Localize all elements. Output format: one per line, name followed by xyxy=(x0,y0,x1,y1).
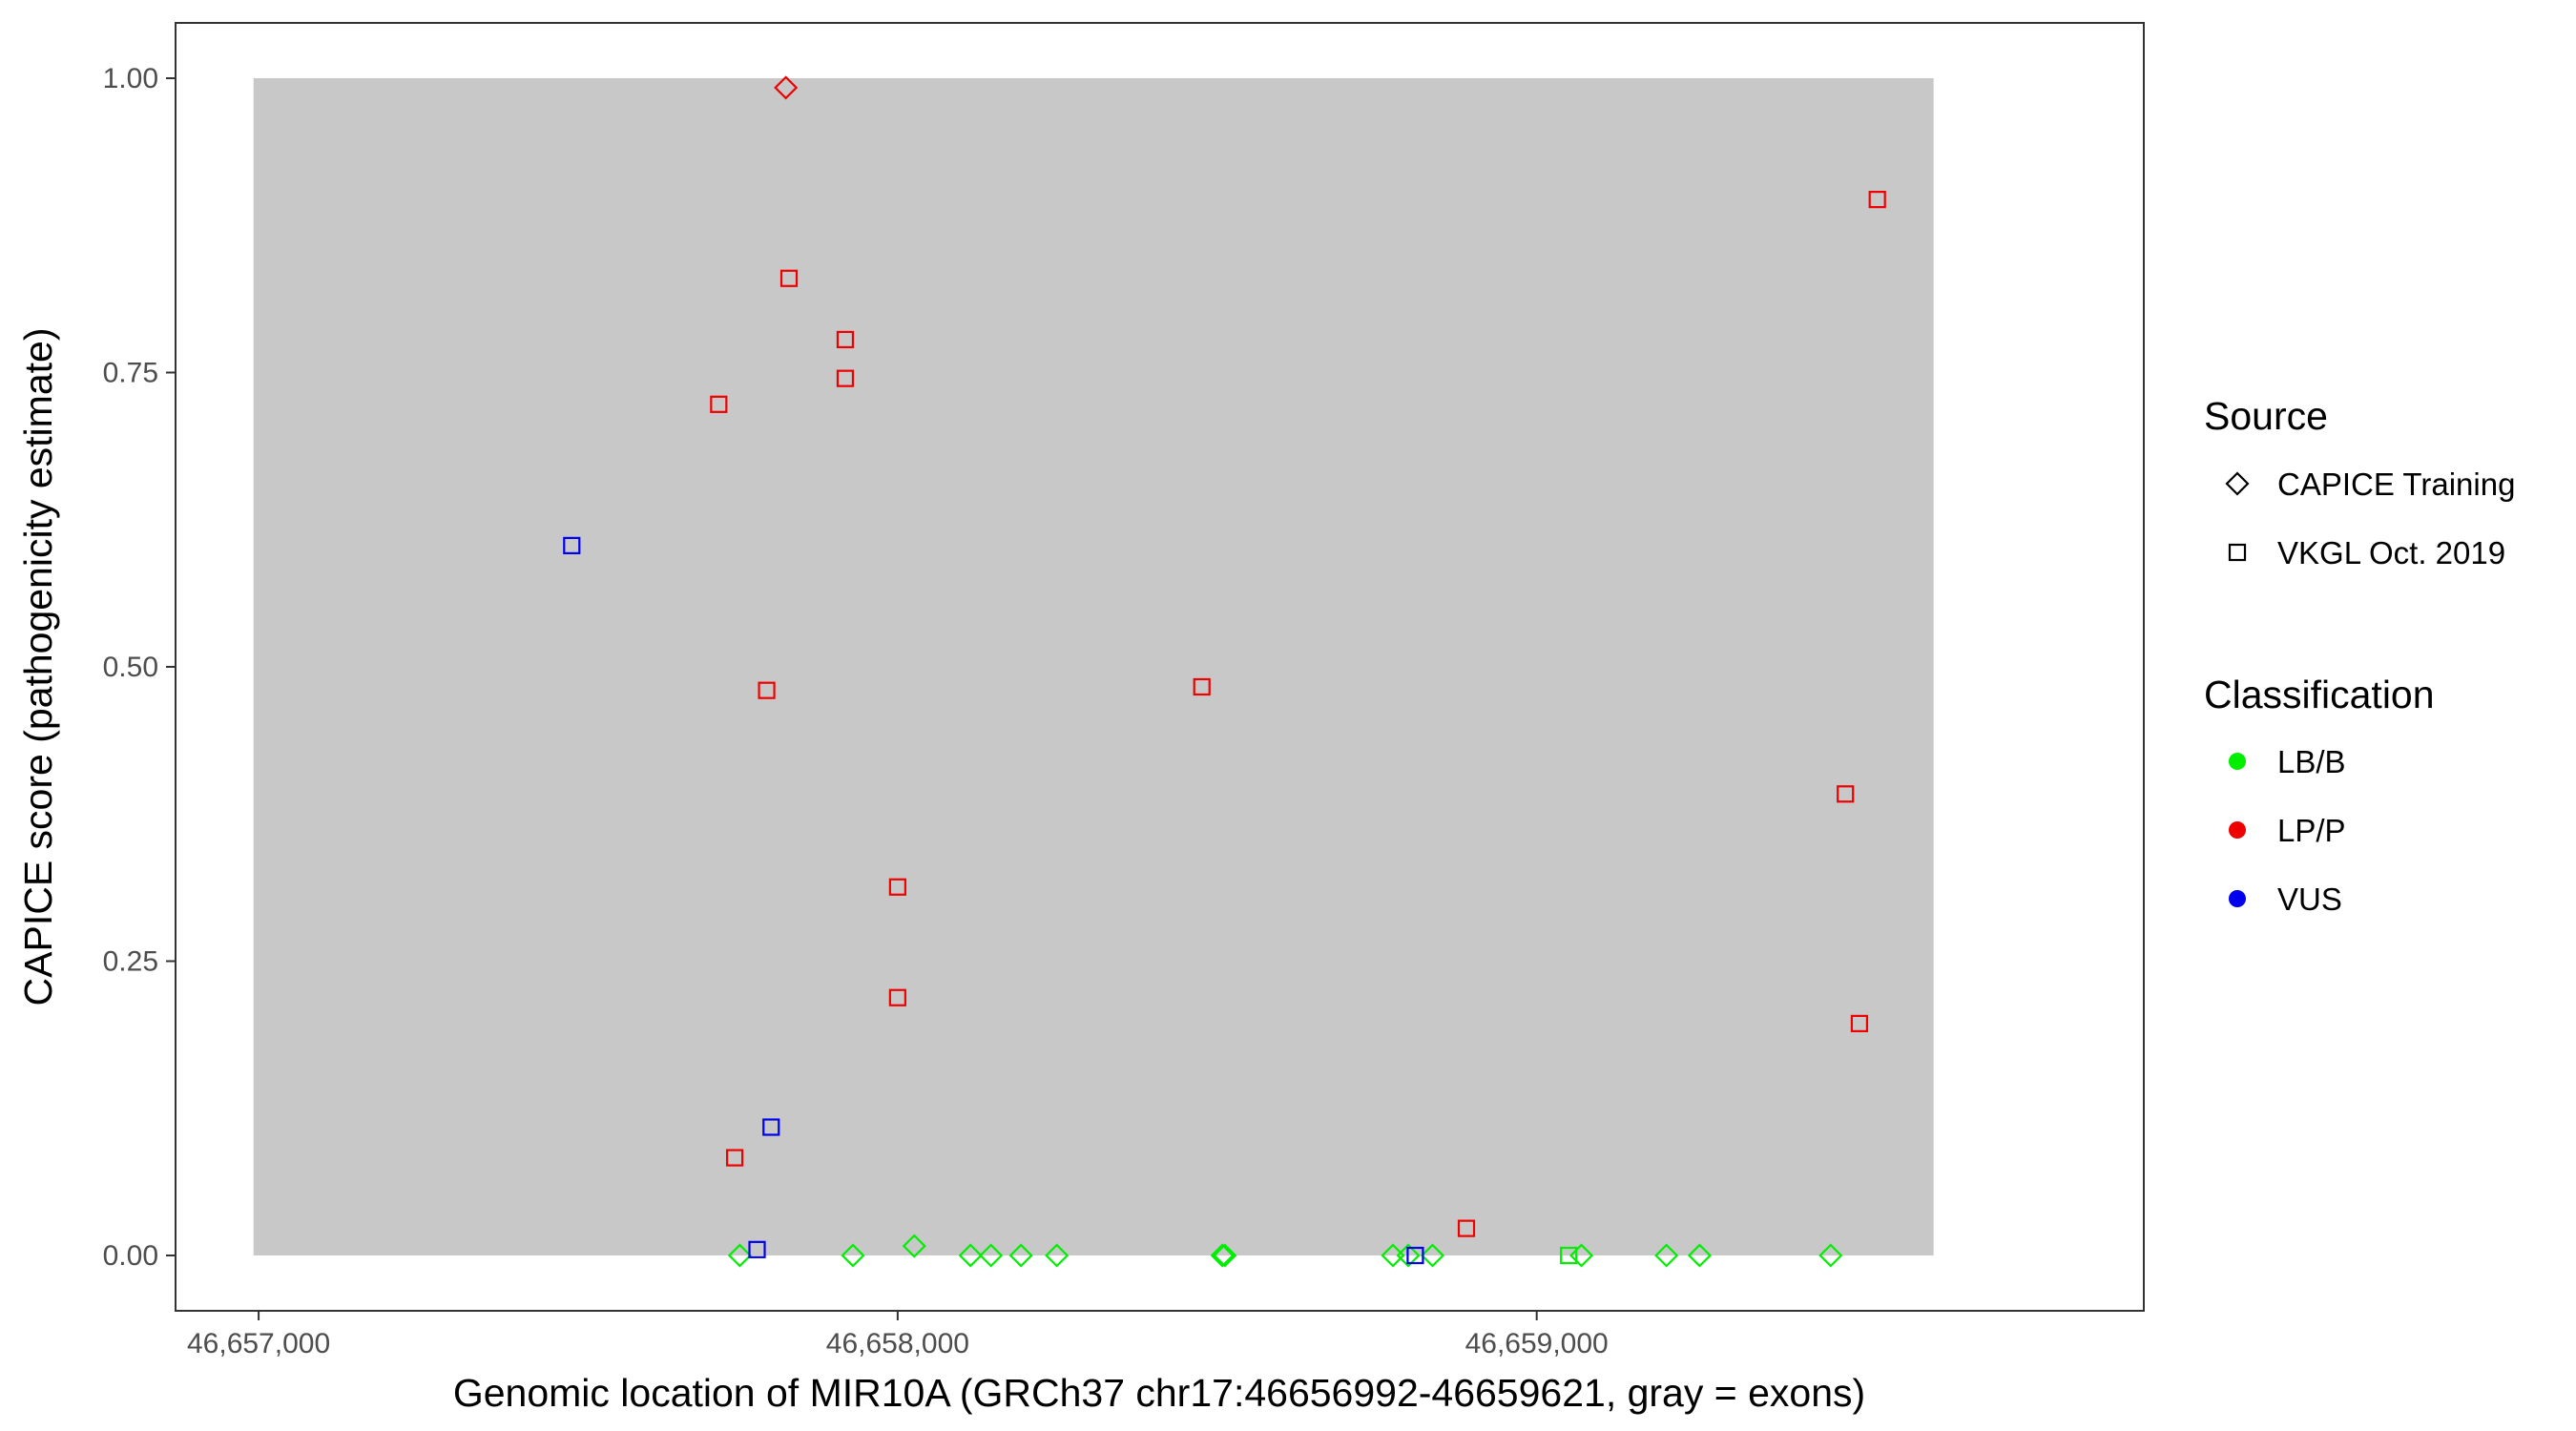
data-point xyxy=(1868,191,1886,209)
x-axis-title: Genomic location of MIR10A (GRCh37 chr17… xyxy=(453,1371,1865,1415)
x-tick-label: 46,657,000 xyxy=(187,1328,330,1359)
data-points xyxy=(563,75,1886,1268)
data-point xyxy=(958,1243,983,1268)
data-point xyxy=(888,988,906,1006)
data-point xyxy=(1396,1243,1421,1268)
legend-classification-label: LP/P xyxy=(2277,813,2346,848)
legend-classification-label: VUS xyxy=(2277,881,2342,917)
data-point xyxy=(888,878,906,896)
data-point xyxy=(748,1240,766,1258)
legend-classification-title: Classification xyxy=(2204,673,2435,716)
legend-classification-label: LB/B xyxy=(2277,744,2346,779)
x-tick-label: 46,659,000 xyxy=(1465,1328,1609,1359)
y-tick-label: 0.75 xyxy=(103,357,158,388)
data-point xyxy=(902,1234,926,1258)
legend-source-title: Source xyxy=(2204,394,2328,438)
data-point xyxy=(779,269,799,287)
data-point xyxy=(1420,1243,1445,1268)
y-axis-title: CAPICE score (pathogenicity estimate) xyxy=(16,328,60,1006)
legend-dot-icon xyxy=(2229,753,2246,770)
data-point xyxy=(836,369,855,387)
exon-region xyxy=(253,77,1934,1256)
legend-dot-icon xyxy=(2229,890,2246,907)
y-tick-label: 0.25 xyxy=(103,946,158,978)
y-tick-label: 1.00 xyxy=(103,63,158,94)
data-point xyxy=(1850,1014,1869,1033)
data-point xyxy=(1818,1243,1843,1268)
legend-square-icon xyxy=(2228,543,2247,562)
legend-diamond-icon xyxy=(2225,471,2250,496)
exon-regions xyxy=(253,77,1934,1256)
data-point xyxy=(710,395,728,413)
data-point xyxy=(1457,1219,1476,1237)
data-point xyxy=(1406,1246,1424,1265)
data-point xyxy=(1560,1246,1578,1265)
data-point xyxy=(836,330,855,349)
data-point xyxy=(762,1118,780,1136)
data-point xyxy=(1210,1243,1235,1268)
data-point xyxy=(841,1243,865,1268)
data-point xyxy=(774,75,799,100)
data-point xyxy=(1213,1243,1237,1268)
legend-dot-icon xyxy=(2229,821,2246,839)
data-point xyxy=(725,1149,744,1167)
data-point xyxy=(1687,1243,1713,1268)
data-point xyxy=(563,536,581,554)
data-point xyxy=(758,681,776,699)
data-point xyxy=(1008,1243,1033,1268)
data-point xyxy=(1569,1243,1594,1268)
legend-source-items: CAPICE Training VKGL Oct. 2019 xyxy=(2225,467,2515,570)
x-axis: 46,657,000 46,658,000 46,659,000 xyxy=(187,1311,1609,1359)
data-point xyxy=(1193,677,1211,696)
legend-source-label: CAPICE Training xyxy=(2277,467,2515,502)
data-point xyxy=(727,1243,752,1268)
data-point xyxy=(979,1243,1004,1268)
data-point xyxy=(1837,785,1855,803)
y-tick-label: 0.00 xyxy=(103,1240,158,1272)
y-axis: 0.00 0.25 0.50 0.75 1.00 xyxy=(103,63,176,1272)
legend: Source CAPICE Training VKGL Oct. 2019 Cla… xyxy=(2204,394,2515,917)
legend-source-label: VKGL Oct. 2019 xyxy=(2277,535,2505,570)
legend-classification-items: LB/B LP/P VUS xyxy=(2229,744,2346,917)
y-tick-label: 0.50 xyxy=(103,652,158,683)
data-point xyxy=(1654,1243,1679,1268)
x-tick-label: 46,658,000 xyxy=(826,1328,969,1359)
data-point xyxy=(1045,1243,1070,1268)
